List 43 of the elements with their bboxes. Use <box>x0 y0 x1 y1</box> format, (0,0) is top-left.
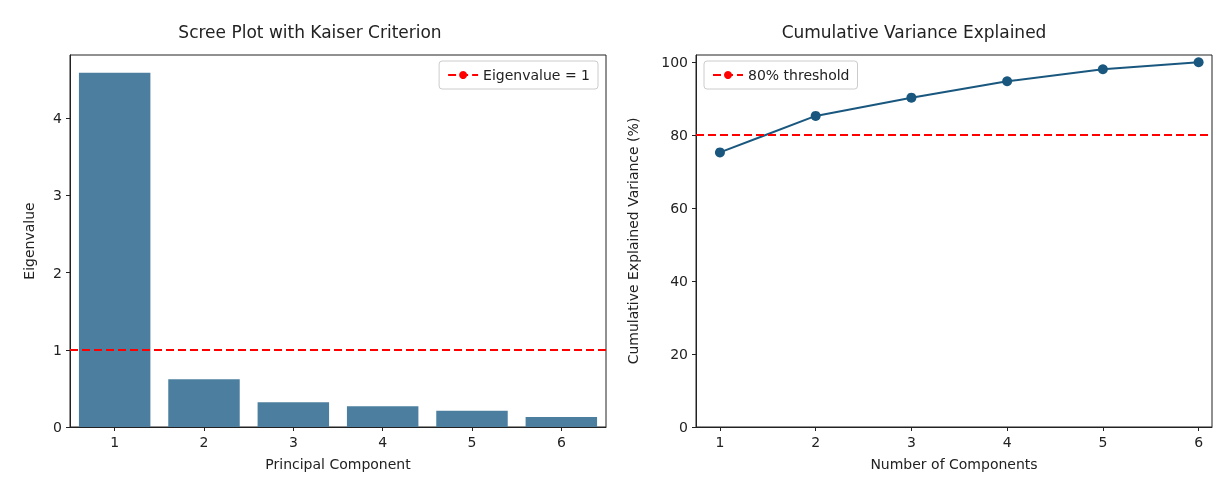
bar <box>78 72 151 427</box>
x-tick-label: 1 <box>110 434 120 450</box>
y-tick-label: 20 <box>670 346 688 363</box>
x-tick-label: 4 <box>1002 434 1012 450</box>
y-tick-label: 0 <box>679 419 688 435</box>
x-tick-label: 6 <box>556 434 566 450</box>
y-tick-label: 80 <box>670 127 688 144</box>
x-axis-title: Principal Component <box>265 456 412 472</box>
y-axis-title: Cumulative Explained Variance (%) <box>625 117 641 365</box>
y-tick-label: 4 <box>53 110 63 127</box>
x-tick-label: 5 <box>467 434 477 450</box>
point <box>1002 76 1013 87</box>
x-tick-label: 5 <box>1098 434 1108 450</box>
bar <box>525 416 598 427</box>
y-tick-label: 2 <box>53 264 62 281</box>
x-tick-label: 2 <box>811 434 821 450</box>
point <box>906 92 917 103</box>
bar <box>257 402 330 427</box>
point <box>810 110 821 121</box>
bar <box>436 410 508 427</box>
bar <box>168 379 240 427</box>
x-tick-label: 3 <box>906 434 916 450</box>
x-tick-label: 6 <box>1194 434 1204 450</box>
y-tick-label: 60 <box>670 200 688 217</box>
y-axis-title: Eigenvalue <box>21 202 37 280</box>
point <box>1193 57 1204 68</box>
y-tick-label: 3 <box>53 187 62 204</box>
bar <box>346 406 419 427</box>
y-tick-label: 100 <box>661 54 688 71</box>
y-tick-label: 0 <box>53 419 62 435</box>
y-tick-label: 40 <box>670 273 688 290</box>
chart-title: Cumulative Variance Explained <box>781 21 1047 42</box>
y-tick-label: 1 <box>53 341 62 358</box>
point <box>714 147 725 158</box>
x-tick-label: 3 <box>288 434 298 450</box>
legend-label: Eigenvalue = 1 <box>483 67 590 83</box>
legend-label: 80% threshold <box>748 67 850 83</box>
point <box>1097 64 1108 75</box>
x-tick-label: 2 <box>199 434 209 450</box>
x-axis-title: Number of Components <box>870 456 1038 472</box>
x-tick-label: 4 <box>378 434 388 450</box>
x-tick-label: 1 <box>715 434 725 450</box>
chart-title: Scree Plot with Kaiser Criterion <box>178 21 442 42</box>
